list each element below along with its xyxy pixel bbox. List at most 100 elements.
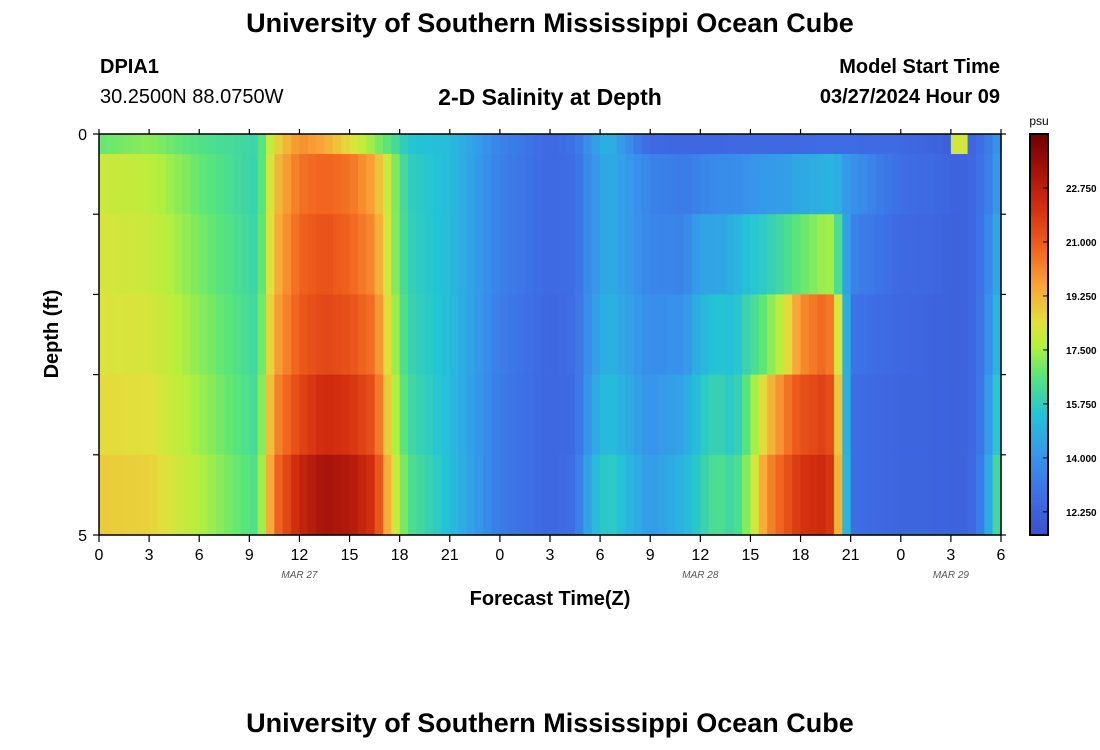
- heatmap-cell: [825, 214, 835, 295]
- heatmap-cell: [641, 154, 651, 215]
- heatmap-cell: [608, 154, 618, 215]
- heatmap-cell: [850, 154, 860, 215]
- heatmap-cell: [984, 454, 994, 536]
- heatmap-cell: [575, 214, 585, 295]
- heatmap-cell: [817, 374, 827, 456]
- heatmap-cell: [833, 214, 843, 295]
- heatmap-cell: [842, 374, 852, 456]
- heatmap-cell: [700, 154, 710, 215]
- heatmap-cell: [316, 454, 326, 536]
- heatmap-cell: [266, 374, 275, 456]
- heatmap-cell: [449, 454, 459, 536]
- heatmap-cell: [508, 134, 518, 155]
- heatmap-cell: [115, 134, 125, 155]
- heatmap-cell: [324, 134, 334, 155]
- heatmap-cell: [165, 154, 175, 215]
- heatmap-cell: [875, 214, 885, 295]
- heatmap-cell: [925, 134, 935, 155]
- heatmap-cell: [925, 214, 935, 295]
- heatmap-cell: [516, 454, 526, 536]
- heatmap-cell: [650, 134, 660, 155]
- heatmap-cell: [516, 294, 526, 376]
- heatmap-cell: [800, 154, 810, 215]
- heatmap-cell: [666, 134, 676, 155]
- heatmap-cell: [750, 134, 760, 155]
- heatmap-cell: [391, 134, 401, 155]
- heatmap-cell: [959, 454, 969, 536]
- heatmap-cell: [416, 134, 426, 155]
- heatmap-cell: [808, 134, 818, 155]
- heatmap-cell: [934, 214, 944, 295]
- heatmap-cell: [458, 154, 468, 215]
- heatmap-cell: [524, 214, 534, 295]
- x-tick-label: 6: [195, 547, 204, 564]
- heatmap-cell: [316, 214, 326, 295]
- heatmap-cell: [190, 214, 200, 295]
- heatmap-cell: [758, 134, 768, 155]
- heatmap-cell: [600, 134, 610, 155]
- heatmap-cell: [742, 134, 752, 155]
- heatmap-cell: [591, 154, 601, 215]
- heatmap-cell: [700, 374, 710, 456]
- heatmap-cell: [884, 294, 894, 376]
- heatmap-cell: [182, 154, 192, 215]
- heatmap-cell: [316, 134, 326, 155]
- heatmap-cell: [299, 294, 309, 376]
- heatmap-cell: [257, 454, 267, 536]
- heatmap-cell: [382, 154, 392, 215]
- heatmap-cell: [950, 454, 960, 536]
- heatmap-cell: [650, 214, 660, 295]
- heatmap-cell: [666, 154, 676, 215]
- heatmap-cell: [316, 374, 326, 456]
- heatmap-cell: [616, 214, 626, 295]
- x-tick-label: 6: [596, 547, 605, 564]
- x-tick-label: 15: [742, 547, 760, 564]
- heatmap-cell: [99, 214, 108, 295]
- heatmap-cell: [792, 294, 802, 376]
- heatmap-cell: [374, 214, 384, 295]
- heatmap-cell: [608, 374, 618, 456]
- heatmap-cell: [959, 374, 969, 456]
- heatmap-cell: [357, 294, 367, 376]
- heatmap-cell: [240, 294, 250, 376]
- heatmap-cell: [917, 374, 927, 456]
- heatmap-cell: [591, 454, 601, 536]
- heatmap-cell: [992, 454, 1002, 536]
- heatmap-cell: [700, 294, 710, 376]
- x-tick-label: 9: [646, 547, 655, 564]
- heatmap-cell: [533, 214, 543, 295]
- heatmap-cell: [441, 454, 451, 536]
- heatmap-cell: [992, 374, 1002, 456]
- heatmap-cell: [541, 134, 551, 155]
- heatmap-cell: [783, 294, 793, 376]
- heatmap-cell: [867, 154, 877, 215]
- heatmap-cell: [541, 374, 551, 456]
- heatmap-cell: [249, 214, 259, 295]
- heatmap-cell: [132, 454, 142, 536]
- heatmap-cell: [758, 214, 768, 295]
- heatmap-cell: [165, 374, 175, 456]
- heatmap-cell: [291, 154, 301, 215]
- heatmap-cell: [449, 294, 459, 376]
- x-tick-label: 18: [792, 547, 810, 564]
- heatmap-cell: [708, 294, 718, 376]
- heatmap-cell: [382, 454, 392, 536]
- heatmap-cell: [967, 214, 977, 295]
- colorbar-tick-label: 12.250: [1066, 508, 1097, 519]
- heatmap-cell: [399, 154, 409, 215]
- heatmap-cell: [458, 374, 468, 456]
- x-axis-label: Forecast Time(Z): [470, 588, 631, 610]
- heatmap-cell: [99, 134, 108, 155]
- heatmap-cell: [934, 454, 944, 536]
- colorbar-tick-label: 21.000: [1066, 238, 1097, 249]
- heatmap-cell: [825, 374, 835, 456]
- heatmap-cell: [307, 154, 317, 215]
- heatmap-cell: [132, 374, 142, 456]
- heatmap-cell: [516, 154, 526, 215]
- heatmap-cell: [675, 214, 685, 295]
- colorbar-frame: [1029, 133, 1049, 536]
- heatmap-cell: [800, 294, 810, 376]
- heatmap-cell: [975, 134, 985, 155]
- heatmap-cell: [499, 454, 509, 536]
- heatmap-cell: [842, 294, 852, 376]
